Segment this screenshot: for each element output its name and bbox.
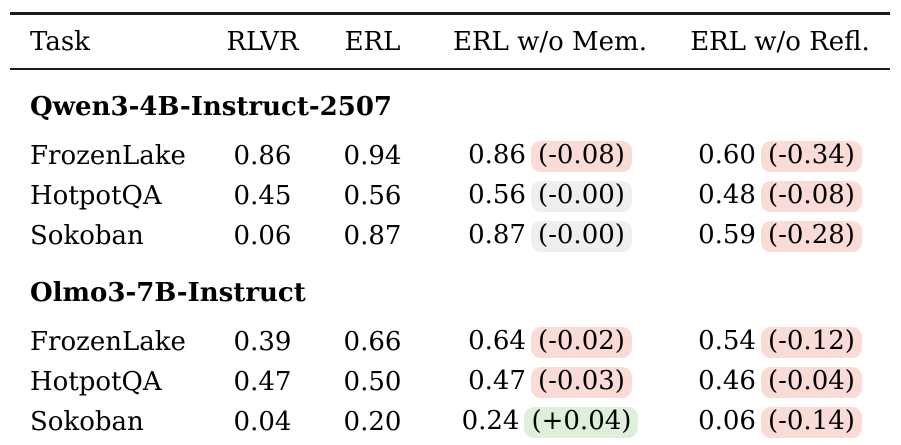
table-row: HotpotQA 0.45 0.56 0.56 (-0.00) 0.48 (-0.0… xyxy=(10,176,890,216)
erl-wo-refl-cell: 0.60 (-0.34) xyxy=(670,136,890,176)
score-value: 0.87 xyxy=(468,220,526,251)
erl-cell: 0.87 xyxy=(343,221,402,251)
ablation-results-table: Task RLVR ERL ERL w/o Mem. ERL w/o Refl.… xyxy=(10,12,890,445)
erl-cell: 0.50 xyxy=(343,367,402,397)
rlvr-cell: 0.39 xyxy=(233,327,292,357)
table-row: HotpotQA 0.47 0.50 0.47 (-0.03) 0.46 (-0.0… xyxy=(10,362,890,402)
score-value: 0.48 xyxy=(698,180,756,211)
delta-badge: (-0.12) xyxy=(760,327,862,358)
delta-badge: (-0.03) xyxy=(530,367,632,398)
score-value: 0.56 xyxy=(468,180,526,211)
column-header-erl: ERL xyxy=(315,13,430,70)
task-cell: HotpotQA xyxy=(30,181,162,211)
section-header-olmo: Olmo3-7B-Instruct xyxy=(10,256,890,322)
column-header-erl-wo-refl: ERL w/o Refl. xyxy=(670,13,890,70)
task-cell: Sokoban xyxy=(30,221,144,251)
task-cell: FrozenLake xyxy=(30,141,186,171)
section-title: Olmo3-7B-Instruct xyxy=(30,278,306,308)
column-header-task: Task xyxy=(10,13,210,70)
delta-badge: (+0.04) xyxy=(524,407,639,438)
score-value: 0.47 xyxy=(468,366,526,397)
erl-wo-refl-cell: 0.54 (-0.12) xyxy=(670,322,890,362)
task-cell: HotpotQA xyxy=(30,367,162,397)
delta-badge: (-0.28) xyxy=(760,221,862,252)
erl-cell: 0.94 xyxy=(343,141,402,171)
score-value: 0.64 xyxy=(468,326,526,357)
table-header: Task RLVR ERL ERL w/o Mem. ERL w/o Refl. xyxy=(10,13,890,70)
section-title: Qwen3-4B-Instruct-2507 xyxy=(30,92,393,122)
erl-wo-refl-cell: 0.48 (-0.08) xyxy=(670,176,890,216)
erl-wo-mem-cell: 0.47 (-0.03) xyxy=(430,362,670,402)
column-header-erl-wo-mem: ERL w/o Mem. xyxy=(430,13,670,70)
rlvr-cell: 0.45 xyxy=(233,181,292,211)
erl-wo-mem-cell: 0.56 (-0.00) xyxy=(430,176,670,216)
erl-wo-mem-cell: 0.64 (-0.02) xyxy=(430,322,670,362)
erl-wo-refl-cell: 0.59 (-0.28) xyxy=(670,216,890,256)
table-row: FrozenLake 0.86 0.94 0.86 (-0.08) 0.60 (-0… xyxy=(10,136,890,176)
score-value: 0.54 xyxy=(698,326,756,357)
score-value: 0.86 xyxy=(468,140,526,171)
delta-badge: (-0.00) xyxy=(530,221,632,252)
erl-cell: 0.56 xyxy=(343,181,402,211)
delta-badge: (-0.34) xyxy=(760,141,862,172)
table-row: FrozenLake 0.39 0.66 0.64 (-0.02) 0.54 (-0… xyxy=(10,322,890,362)
score-value: 0.06 xyxy=(698,406,756,437)
erl-wo-mem-cell: 0.86 (-0.08) xyxy=(430,136,670,176)
erl-wo-mem-cell: 0.24 (+0.04) xyxy=(430,402,670,442)
table-row: Sokoban 0.06 0.87 0.87 (-0.00) 0.59 (-0.28… xyxy=(10,216,890,256)
erl-wo-mem-cell: 0.87 (-0.00) xyxy=(430,216,670,256)
delta-badge: (-0.08) xyxy=(760,181,862,212)
results-table-wrap: Task RLVR ERL ERL w/o Mem. ERL w/o Refl.… xyxy=(10,12,890,445)
delta-badge: (-0.14) xyxy=(760,407,862,438)
delta-badge: (-0.02) xyxy=(530,327,632,358)
rlvr-cell: 0.04 xyxy=(233,407,292,437)
table-row: Sokoban 0.04 0.20 0.24 (+0.04) 0.06 (-0.14… xyxy=(10,402,890,442)
score-value: 0.24 xyxy=(461,406,520,437)
section-header-qwen: Qwen3-4B-Instruct-2507 xyxy=(10,69,890,136)
erl-cell: 0.66 xyxy=(343,327,402,357)
column-header-rlvr: RLVR xyxy=(210,13,315,70)
erl-wo-refl-cell: 0.46 (-0.04) xyxy=(670,362,890,402)
score-value: 0.46 xyxy=(698,366,756,397)
delta-badge: (-0.04) xyxy=(760,367,862,398)
rlvr-cell: 0.47 xyxy=(233,367,292,397)
score-value: 0.59 xyxy=(698,220,756,251)
delta-badge: (-0.08) xyxy=(530,141,632,172)
rlvr-cell: 0.06 xyxy=(233,221,292,251)
score-value: 0.60 xyxy=(698,140,756,171)
erl-wo-refl-cell: 0.06 (-0.14) xyxy=(670,402,890,442)
task-cell: FrozenLake xyxy=(30,327,186,357)
erl-cell: 0.20 xyxy=(343,407,402,437)
task-cell: Sokoban xyxy=(30,407,144,437)
delta-badge: (-0.00) xyxy=(530,181,632,212)
rlvr-cell: 0.86 xyxy=(233,141,292,171)
